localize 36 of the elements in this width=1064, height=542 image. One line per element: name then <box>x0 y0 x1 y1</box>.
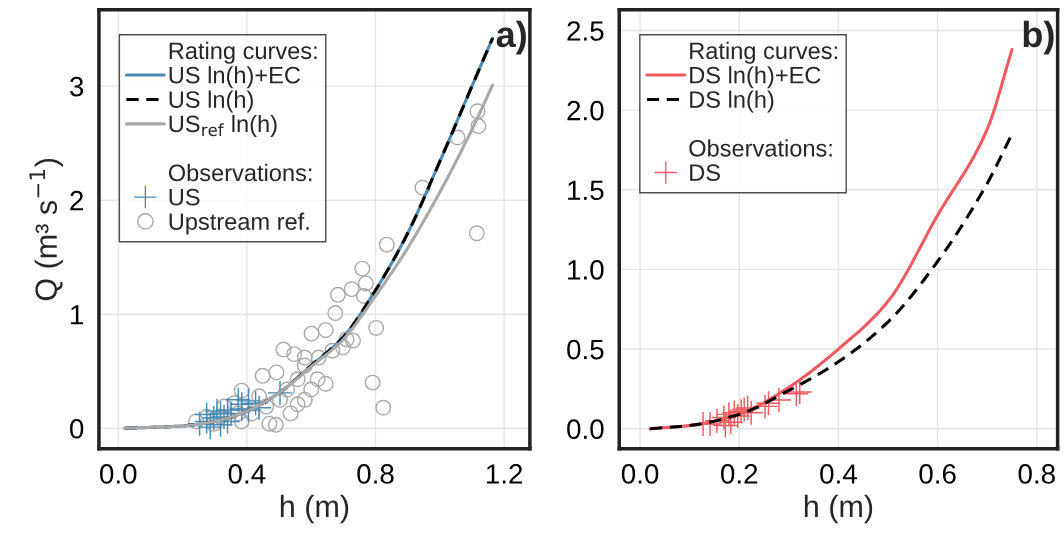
text: Rating curves: <box>169 41 317 64</box>
y-axis-title: Q (m³ s$^{−1}$) <box>29 158 64 301</box>
y-tick-label: 2 <box>70 190 83 211</box>
text: Observations: <box>168 163 312 182</box>
legend-label: US$_{ref}$ ln(h) <box>169 114 277 137</box>
y-tick-label: 0.0 <box>567 419 604 440</box>
y-tick-label: 0 <box>70 418 84 439</box>
text: Observations: <box>689 139 832 157</box>
x-tick-label: 0.0 <box>100 464 137 484</box>
x-tick-label: 0.2 <box>721 464 758 484</box>
y-tick-label: 2.5 <box>567 21 604 41</box>
x-axis-title: h (m) <box>804 494 873 524</box>
annotation: a) <box>496 20 526 55</box>
y-tick-label: 1.5 <box>568 180 604 201</box>
legend-label: US <box>169 188 200 206</box>
legend-label: US ln(h)+EC <box>169 66 301 89</box>
legend-label: DS ln(h) <box>690 90 774 113</box>
y-tick-label: 3 <box>69 76 84 97</box>
annotation: b) <box>1023 20 1054 55</box>
x-tick-label: 0.0 <box>621 464 659 484</box>
x-axis-title: h (m) <box>280 494 349 524</box>
y-tick-label: 1.0 <box>568 260 604 280</box>
x-tick-label: 1.2 <box>486 464 523 484</box>
y-tick-label: 2.0 <box>567 100 604 121</box>
legend-label: DS ln(h)+EC <box>690 66 821 89</box>
y-tick-label: 1 <box>71 305 84 325</box>
x-tick-label: 0.4 <box>820 464 857 484</box>
x-tick-label: 0.4 <box>228 464 266 484</box>
x-tick-label: 0.8 <box>1018 464 1055 484</box>
legend-label: US ln(h) <box>169 90 253 113</box>
text: Rating curves: <box>690 41 837 64</box>
y-tick-label: 0.5 <box>567 339 604 360</box>
legend-label: Upstream ref. <box>169 212 309 235</box>
x-tick-label: 0.6 <box>919 464 956 484</box>
x-tick-label: 0.8 <box>357 464 394 484</box>
legend-label: DS <box>690 164 720 182</box>
